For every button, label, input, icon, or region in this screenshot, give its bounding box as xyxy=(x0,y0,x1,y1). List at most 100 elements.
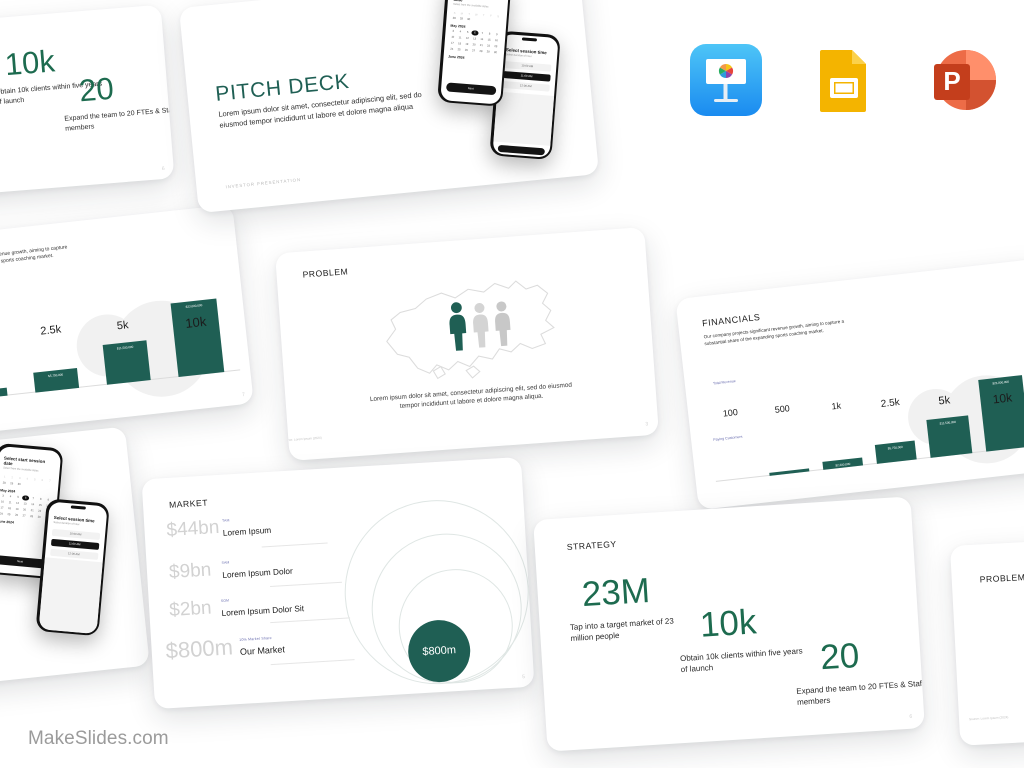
calendar-day[interactable]: 19 xyxy=(15,507,19,511)
strategy-stat-value: 23M xyxy=(580,570,652,615)
calendar-day[interactable]: 29 xyxy=(459,16,464,21)
calendar-day[interactable]: 27 xyxy=(472,48,476,53)
calendar-day[interactable]: 4 xyxy=(459,29,462,33)
calendar-day[interactable]: 4 xyxy=(9,494,12,498)
keynote-icon[interactable] xyxy=(690,44,762,116)
calendar-day[interactable]: 2 xyxy=(11,475,14,479)
market-bubble-label: $800m xyxy=(422,644,457,659)
calendar-day[interactable]: 3 xyxy=(2,493,4,498)
calendar-day[interactable]: 12 xyxy=(15,501,20,505)
calendar-day[interactable]: 29 xyxy=(37,515,41,519)
slide-strategy-cropped-topleft[interactable]: 10k Obtain 10k clients within five years… xyxy=(0,4,175,202)
slide-problem[interactable]: PROBLEM Lorem ip xyxy=(275,227,659,461)
calendar-day[interactable]: 30 xyxy=(17,482,21,486)
chart-x-tick: 2.5k xyxy=(39,323,62,338)
calendar-day[interactable]: 30 xyxy=(467,17,471,21)
calendar-day[interactable]: 5 xyxy=(17,495,19,499)
calendar-day[interactable]: 25 xyxy=(7,512,11,516)
calendar-day[interactable]: 26 xyxy=(464,48,468,52)
calendar-day[interactable]: 23 xyxy=(494,44,498,48)
calendar-day[interactable]: 16 xyxy=(494,38,498,42)
slide-pitch-deck-cropped-bottomleft[interactable]: Select start session date Select from th… xyxy=(0,426,150,694)
chart-bar: $11,500,000 xyxy=(926,415,973,458)
chart-bar-label: $5,750,000 xyxy=(887,444,903,451)
calendar-day[interactable]: 21 xyxy=(479,43,483,47)
calendar-day[interactable]: 22 xyxy=(38,509,42,513)
slide-problem-cropped-bottomright[interactable]: PROBLEM Source: Lorem Ipsum (2024) xyxy=(949,530,1024,746)
slide-financials[interactable]: FINANCIALS Our company projects signific… xyxy=(675,258,1024,510)
phone-next-button[interactable]: Next xyxy=(445,81,496,95)
calendar-day[interactable]: 4 xyxy=(26,477,29,481)
strategy-stat-value: 20 xyxy=(819,635,861,678)
slide-financials-cropped-left[interactable]: Our company projects significant revenue… xyxy=(0,204,254,440)
calendar-day[interactable]: 8 xyxy=(488,32,491,36)
calendar-day[interactable]: 6 xyxy=(41,478,44,482)
calendar-day[interactable]: 18 xyxy=(457,41,462,45)
calendar-day[interactable]: 14 xyxy=(31,502,35,506)
calendar-day[interactable]: 13 xyxy=(472,36,477,41)
chart-bar-label: $2,300,000 xyxy=(835,461,851,467)
slide-market[interactable]: MARKET $800m $44bn TAM Lorem Ipsum $9bn … xyxy=(141,456,535,710)
calendar-day[interactable]: 15 xyxy=(38,503,42,507)
calendar-day[interactable]: 28 xyxy=(2,480,6,485)
calendar-day[interactable]: 5 xyxy=(33,477,36,481)
market-tag: SOM xyxy=(220,598,230,603)
calendar-day[interactable]: 7 xyxy=(32,496,35,500)
calendar-day[interactable]: 19 xyxy=(465,42,469,46)
calendar-day[interactable]: 7 xyxy=(481,31,484,35)
leader-line xyxy=(270,581,342,588)
calendar-day[interactable]: 26 xyxy=(14,513,19,517)
calendar-day[interactable]: 3 xyxy=(18,476,21,480)
calendar-day[interactable]: 17 xyxy=(0,505,4,510)
slide-pitch-deck[interactable]: PITCH DECK Lorem ipsum dolor sit amet, c… xyxy=(178,0,600,214)
calendar-day[interactable]: 29 xyxy=(486,49,490,54)
calendar-day[interactable]: 24 xyxy=(450,47,454,51)
calendar-day[interactable]: 15 xyxy=(487,37,491,42)
calendar-day[interactable]: 27 xyxy=(22,513,26,518)
calendar-day[interactable]: 28 xyxy=(30,514,34,518)
calendar-day[interactable]: 11 xyxy=(458,35,462,39)
calendar-day[interactable]: 29 xyxy=(10,481,14,485)
calendar-day[interactable]: 10 xyxy=(0,499,5,504)
slide-strategy[interactable]: STRATEGY 23M Tap into a target market of… xyxy=(533,496,925,752)
chart-bar-label: $23,000,000 xyxy=(185,302,203,309)
calendar-day[interactable]: 7 xyxy=(49,479,51,483)
google-slides-icon[interactable] xyxy=(808,44,880,116)
phone-next-button[interactable]: Next xyxy=(0,554,47,569)
calendar-day[interactable]: 11 xyxy=(8,500,12,504)
calendar-day[interactable]: 28 xyxy=(479,49,483,53)
calendar-day[interactable]: 28 xyxy=(452,16,456,20)
calendar-day[interactable]: 9 xyxy=(495,32,498,36)
slide-page-number: 5 xyxy=(521,674,526,681)
calendar-day[interactable]: 3 xyxy=(452,29,455,33)
market-amount: $9bn xyxy=(168,559,212,583)
calendar-day[interactable]: 17 xyxy=(450,41,454,45)
calendar-day[interactable]: 24 xyxy=(0,511,4,516)
calendar-day-selected[interactable]: 6 xyxy=(471,29,479,36)
calendar-day[interactable]: 8 xyxy=(39,497,42,501)
market-tag: TAM xyxy=(221,518,230,523)
calendar-day[interactable]: 1 xyxy=(3,475,6,479)
calendar-day[interactable]: 20 xyxy=(22,507,27,512)
chart-x-tick: 2.5k xyxy=(880,396,901,410)
leader-line xyxy=(270,617,351,624)
calendar-day[interactable]: 10 xyxy=(451,35,455,39)
calendar-day[interactable]: 30 xyxy=(493,50,498,54)
calendar-day-selected[interactable]: 6 xyxy=(22,494,30,501)
calendar-day[interactable]: 22 xyxy=(487,43,491,48)
powerpoint-icon[interactable]: P xyxy=(926,44,998,116)
phone-bottom-bar[interactable] xyxy=(497,144,545,155)
financials-bar-chart: $2,300,000 $5,750,000 $11,500,000 $23,00… xyxy=(0,293,241,405)
market-title: MARKET xyxy=(168,497,209,510)
calendar-day[interactable]: 25 xyxy=(457,47,461,51)
calendar-day[interactable]: 12 xyxy=(465,36,469,40)
calendar-day[interactable]: 14 xyxy=(480,37,484,41)
calendar-day[interactable]: 18 xyxy=(7,506,12,510)
calendar-day[interactable]: 21 xyxy=(30,508,34,512)
calendar-day[interactable]: 13 xyxy=(23,501,27,506)
calendar-day[interactable]: 20 xyxy=(472,42,476,47)
calendar-day[interactable]: 5 xyxy=(466,30,469,34)
